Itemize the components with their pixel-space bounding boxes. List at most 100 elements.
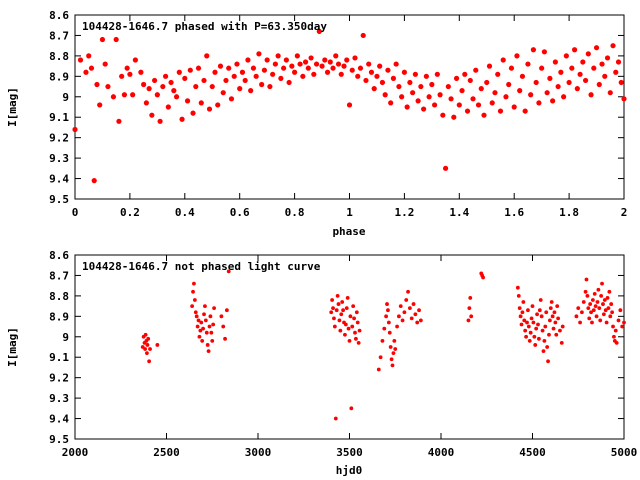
- data-point: [409, 316, 414, 321]
- data-point: [580, 59, 586, 65]
- x-tick-label: 2: [621, 206, 628, 219]
- data-point: [574, 86, 580, 92]
- y-tick-label: 9.3: [49, 152, 69, 165]
- data-point: [196, 318, 201, 323]
- data-point: [591, 65, 597, 71]
- data-point: [497, 108, 504, 114]
- data-point: [542, 338, 547, 343]
- data-point: [105, 83, 111, 90]
- data-point: [526, 308, 530, 313]
- data-point: [223, 77, 229, 84]
- data-point: [357, 328, 362, 333]
- data-point: [613, 328, 618, 333]
- data-point: [469, 314, 474, 319]
- data-point: [281, 65, 287, 71]
- data-point: [434, 71, 440, 77]
- chart-title-unphased: 104428-1646.7 not phased light curve: [82, 260, 321, 273]
- data-point: [316, 28, 322, 34]
- data-point: [404, 298, 409, 302]
- y-axis-label-unphased: I[mag]: [6, 327, 19, 367]
- data-point: [338, 71, 344, 77]
- data-point: [517, 88, 523, 94]
- data-point: [391, 351, 396, 356]
- data-point: [272, 61, 278, 67]
- data-point: [386, 320, 391, 325]
- x-tick-label: 0: [72, 206, 79, 219]
- data-point: [578, 320, 582, 325]
- data-point: [250, 65, 257, 71]
- data-point: [378, 355, 383, 360]
- y-tick-label: 8.8: [49, 50, 69, 63]
- y-tick-label: 8.9: [49, 70, 69, 83]
- data-point: [324, 69, 331, 75]
- data-point: [618, 308, 623, 313]
- data-point: [535, 312, 539, 317]
- y-tick-label: 9.1: [49, 351, 69, 364]
- data-point: [445, 83, 451, 90]
- data-point: [421, 106, 427, 112]
- data-point: [224, 308, 229, 313]
- data-point: [267, 83, 273, 90]
- data-point: [221, 324, 226, 329]
- data-point: [552, 59, 558, 65]
- data-point: [203, 318, 208, 323]
- data-point: [386, 308, 390, 313]
- data-point: [99, 36, 106, 43]
- data-point: [275, 53, 281, 59]
- data-point: [350, 324, 355, 329]
- data-point: [382, 92, 388, 98]
- data-point: [173, 94, 180, 100]
- data-point: [329, 310, 334, 315]
- data-point: [588, 302, 593, 306]
- data-point: [541, 349, 546, 353]
- data-point: [411, 302, 416, 306]
- data-point: [597, 306, 602, 311]
- data-point: [201, 326, 206, 331]
- data-point: [400, 318, 405, 323]
- data-point: [354, 310, 359, 315]
- x-tick-label: 1.4: [449, 206, 469, 219]
- data-point: [226, 269, 231, 274]
- data-point: [481, 112, 487, 118]
- x-tick-label: 2500: [153, 446, 180, 459]
- data-points-unphased: [140, 269, 626, 421]
- data-point: [612, 334, 616, 339]
- data-point: [355, 73, 361, 79]
- data-point: [387, 330, 392, 335]
- data-point: [602, 73, 608, 79]
- data-point: [593, 304, 598, 309]
- data-point: [605, 296, 610, 300]
- data-point: [585, 293, 590, 298]
- data-point: [395, 324, 399, 329]
- data-point: [418, 83, 424, 90]
- data-point: [550, 314, 555, 319]
- data-point: [468, 296, 473, 300]
- data-point: [526, 324, 531, 329]
- data-point: [550, 98, 556, 104]
- data-point: [256, 51, 262, 57]
- data-point: [580, 310, 584, 315]
- data-point: [407, 79, 413, 86]
- data-point: [547, 332, 551, 337]
- data-point: [533, 79, 539, 86]
- data-point: [591, 308, 596, 313]
- data-point: [366, 61, 372, 67]
- data-point: [168, 79, 174, 86]
- data-point: [355, 320, 360, 325]
- chart-title-phased: 104428-1646.7 phased with P=63.350day: [82, 20, 327, 33]
- data-point: [239, 69, 246, 75]
- data-point: [226, 65, 232, 71]
- data-point: [119, 73, 125, 79]
- data-point: [518, 314, 523, 319]
- data-point: [583, 289, 588, 294]
- y-tick-label: 8.6: [49, 9, 69, 22]
- data-point: [97, 102, 103, 108]
- data-point: [417, 308, 421, 313]
- data-point: [149, 112, 155, 118]
- data-point: [292, 69, 298, 75]
- data-point: [466, 318, 471, 323]
- data-point: [524, 334, 528, 339]
- data-point: [171, 88, 177, 94]
- x-tick-label: 0.6: [230, 206, 250, 219]
- data-point: [559, 341, 564, 345]
